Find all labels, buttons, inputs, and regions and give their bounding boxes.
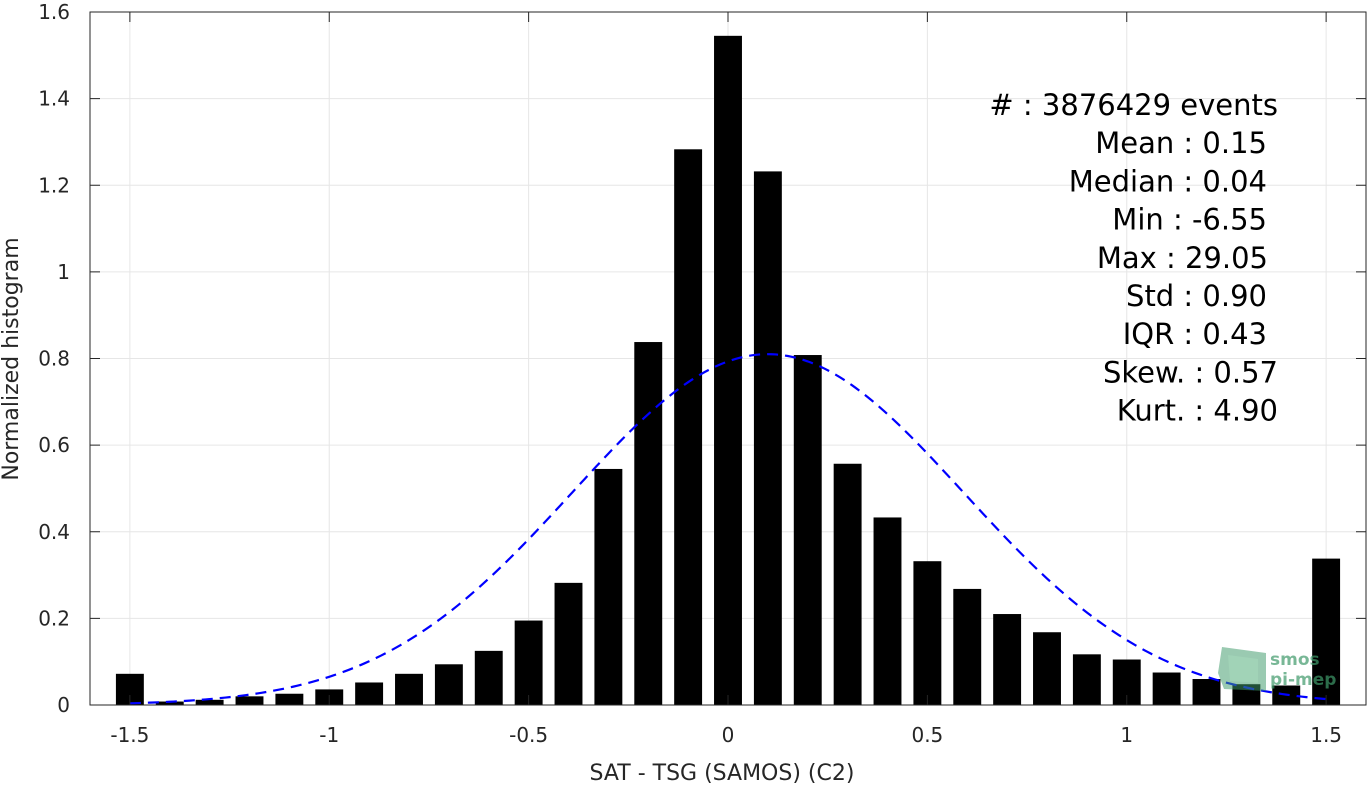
stat-line: # : 3876429 events	[989, 88, 1278, 122]
logo-text-smos: smos	[1270, 650, 1320, 670]
smos-pimep-logo: smos pi-mep	[1218, 647, 1336, 691]
y-tick-label: 0.2	[38, 606, 70, 630]
histogram-bar	[275, 693, 304, 705]
x-tick-label: -1	[319, 723, 339, 747]
y-tick-label: 1	[57, 260, 70, 284]
histogram-bar	[594, 468, 623, 705]
stat-line: Min : -6.55	[1112, 203, 1267, 237]
x-axis-ticks: -1.5 -1 -0.5 0 0.5 1 1.5	[110, 12, 1342, 747]
histogram-bar	[235, 696, 264, 705]
y-tick-label: 0.8	[38, 347, 70, 371]
histogram-bar	[1312, 558, 1341, 705]
stat-line: Median : 0.04	[1069, 164, 1267, 198]
y-tick-label: 1.2	[38, 173, 70, 197]
histogram-bar	[634, 342, 663, 705]
x-tick-label: 0	[722, 723, 735, 747]
histogram-bar	[753, 171, 782, 705]
histogram-bar	[355, 682, 384, 705]
stat-line: Mean : 0.15	[1095, 126, 1267, 160]
stat-line: Max : 29.05	[1097, 241, 1268, 275]
x-tick-label: 1.5	[1310, 723, 1342, 747]
x-tick-label: -0.5	[509, 723, 548, 747]
stat-line: Kurt. : 4.90	[1117, 394, 1278, 428]
histogram-bar	[1192, 679, 1221, 705]
y-tick-label: 0.4	[38, 520, 70, 544]
stat-line: IQR : 0.43	[1123, 317, 1267, 351]
histogram-bar	[1072, 654, 1101, 705]
x-tick-label: -1.5	[110, 723, 149, 747]
histogram-bar	[714, 35, 742, 705]
histogram-bar	[1033, 632, 1061, 705]
histogram-bar	[1152, 672, 1181, 705]
histogram-bar	[155, 701, 184, 705]
y-tick-label: 1.6	[38, 0, 70, 24]
y-tick-label: 0	[57, 693, 70, 717]
histogram-bar	[674, 149, 703, 705]
histogram-bars	[115, 35, 1341, 705]
y-axis-ticks: 0 0.2 0.4 0.6 0.8 1 1.2 1.4 1.6	[38, 0, 1366, 717]
x-tick-label: 0.5	[911, 723, 943, 747]
histogram-bar	[195, 699, 224, 705]
histogram-bar	[514, 620, 543, 705]
x-tick-label: 1	[1120, 723, 1133, 747]
histogram-bar	[395, 673, 423, 705]
histogram-bar	[434, 664, 463, 705]
histogram-bar	[833, 463, 862, 705]
statistics-box: # : 3876429 events Mean : 0.15 Median : 0.…	[989, 88, 1278, 428]
histogram-bar	[793, 355, 822, 705]
logo-text-pimep: pi-mep	[1270, 670, 1336, 690]
histogram-bar	[554, 582, 583, 705]
histogram-bar	[474, 650, 503, 705]
histogram-bar	[873, 517, 902, 705]
x-axis-title: SAT - TSG (SAMOS) (C2)	[590, 761, 855, 785]
stat-line: Skew. : 0.57	[1103, 355, 1278, 389]
y-axis-title: Normalized histogram	[0, 237, 24, 480]
histogram-bar	[913, 561, 942, 705]
histogram-bar	[953, 588, 982, 705]
y-tick-label: 0.6	[38, 433, 70, 457]
stat-line: Std : 0.90	[1126, 279, 1267, 313]
y-tick-label: 1.4	[38, 87, 70, 111]
normal-fit-curve	[129, 353, 1327, 705]
histogram-bar	[993, 614, 1022, 705]
